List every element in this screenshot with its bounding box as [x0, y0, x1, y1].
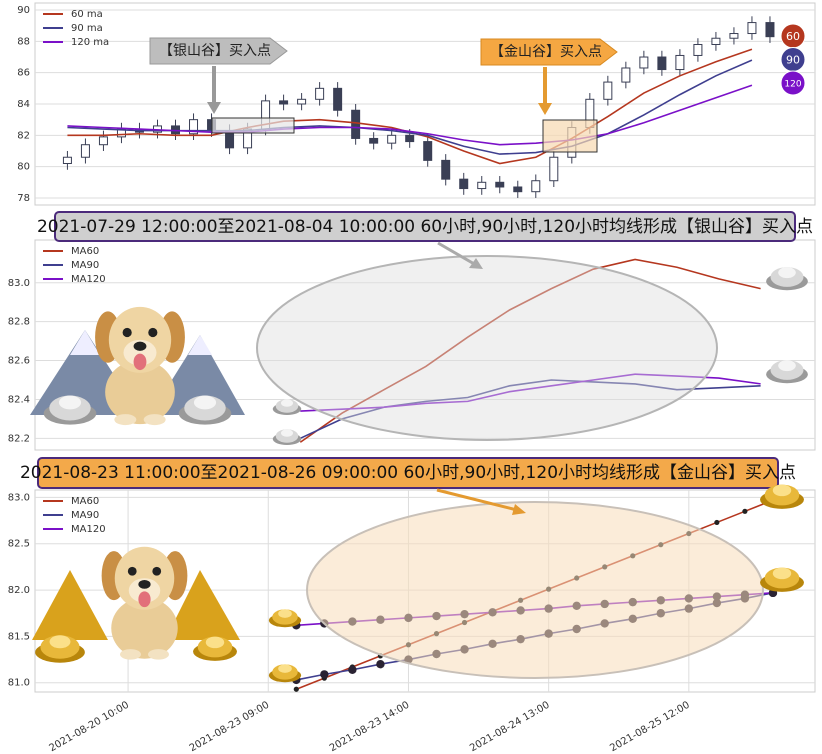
- legend-label: MA60: [71, 496, 99, 507]
- candle-body: [765, 22, 775, 38]
- banner: [54, 211, 796, 242]
- silver-annotation: 【银山谷】买入点: [149, 37, 295, 134]
- point: [320, 670, 329, 679]
- y-tick-label: 83.0: [8, 492, 30, 503]
- annotation: 【银山谷】买入点: [159, 43, 271, 59]
- y-tick-label: 82.5: [8, 539, 30, 550]
- candle-body: [657, 56, 667, 71]
- legend-label: MA120: [71, 274, 106, 285]
- end-badge: [780, 70, 806, 96]
- banner-text: 2021-08-23 11:00:00至2021-08-26 09:00:00 …: [20, 463, 796, 483]
- candle-body: [423, 141, 433, 161]
- point: [348, 665, 357, 674]
- candle-body: [693, 43, 703, 56]
- banner: [37, 457, 779, 489]
- candle-body: [279, 100, 289, 105]
- y-tick-label: 88: [17, 36, 30, 47]
- series-line: [67, 84, 753, 146]
- x-tick-label: 2021-08-25 12:00: [608, 700, 692, 754]
- candle-body: [711, 37, 721, 45]
- x-tick-label: 2021-08-23 14:00: [328, 700, 412, 754]
- candle-body: [189, 119, 199, 135]
- candle-body: [98, 136, 108, 146]
- banner-text: 2021-07-29 12:00:00至2021-08-04 10:00:00 …: [37, 217, 813, 237]
- y-tick-label: 90: [17, 5, 30, 16]
- candle-body: [621, 67, 631, 83]
- y-tick-label: 82.0: [8, 585, 30, 596]
- candle-body: [297, 98, 307, 105]
- y-tick-label: 83.0: [8, 278, 30, 289]
- legend-label: 120 ma: [71, 37, 109, 48]
- series-line: [300, 373, 761, 412]
- panel: 78 80 82 84 86 88 90 60 ma 90 ma 120 ma: [17, 2, 816, 206]
- candle-body: [387, 134, 397, 144]
- legend-label: MA90: [71, 260, 99, 271]
- point: [293, 686, 299, 692]
- y-tick-label: 82.4: [8, 394, 30, 405]
- series-line: [299, 258, 761, 443]
- end-label: 60: [786, 30, 800, 43]
- decoration: [30, 241, 808, 445]
- candle-body: [513, 186, 523, 193]
- y-tick-label: 80: [17, 162, 30, 173]
- point: [714, 519, 720, 526]
- y-tick-label: 82.2: [8, 433, 30, 444]
- overlay: 60 90 120: [780, 23, 806, 96]
- candle-body: [441, 159, 451, 180]
- y-tick-label: 82.8: [8, 317, 30, 328]
- candle-body: [531, 180, 541, 193]
- annotation: 【金山谷】买入点: [490, 44, 602, 60]
- candle-body: [675, 54, 685, 71]
- candle-body: [80, 144, 90, 158]
- candle-body: [405, 134, 415, 143]
- gold-annotation: 【金山谷】买入点: [480, 38, 618, 153]
- candle-body: [477, 181, 487, 190]
- y-tick-label: 82.6: [8, 356, 30, 367]
- candle-body: [351, 109, 361, 139]
- candle-body: [459, 178, 469, 190]
- point: [376, 660, 385, 669]
- series-line: [299, 379, 761, 440]
- y-tick-label: 81.0: [8, 678, 30, 689]
- decoration: [32, 484, 804, 683]
- candle-body: [639, 56, 649, 69]
- candle-body: [729, 33, 739, 39]
- legend-label: 90 ma: [71, 23, 103, 34]
- candle-body: [603, 81, 613, 100]
- y-tick-label: 78: [17, 193, 30, 204]
- x-tick-label: 2021-08-20 10:00: [48, 700, 132, 754]
- x-tick-label: 2021-08-24 13:00: [468, 700, 552, 754]
- end-label: 90: [786, 54, 800, 67]
- end-label: 120: [784, 80, 801, 90]
- candle-body: [369, 137, 379, 144]
- candle-body: [333, 87, 343, 111]
- legend-label: MA120: [71, 524, 106, 535]
- candle-body: [747, 22, 757, 35]
- y-tick-label: 81.5: [8, 631, 30, 642]
- y-tick-label: 84: [17, 99, 30, 110]
- x-tick-label: 2021-08-23 09:00: [188, 700, 272, 754]
- candle-body: [549, 156, 559, 182]
- candle-body: [315, 87, 325, 100]
- legend-label: MA90: [71, 510, 99, 521]
- candle-body: [495, 181, 505, 188]
- point: [742, 508, 748, 514]
- y-tick-label: 82: [17, 130, 30, 141]
- legend-label: MA60: [71, 246, 99, 257]
- legend-label: 60 ma: [71, 9, 103, 20]
- y-tick-label: 86: [17, 68, 30, 79]
- candle-body: [62, 156, 72, 165]
